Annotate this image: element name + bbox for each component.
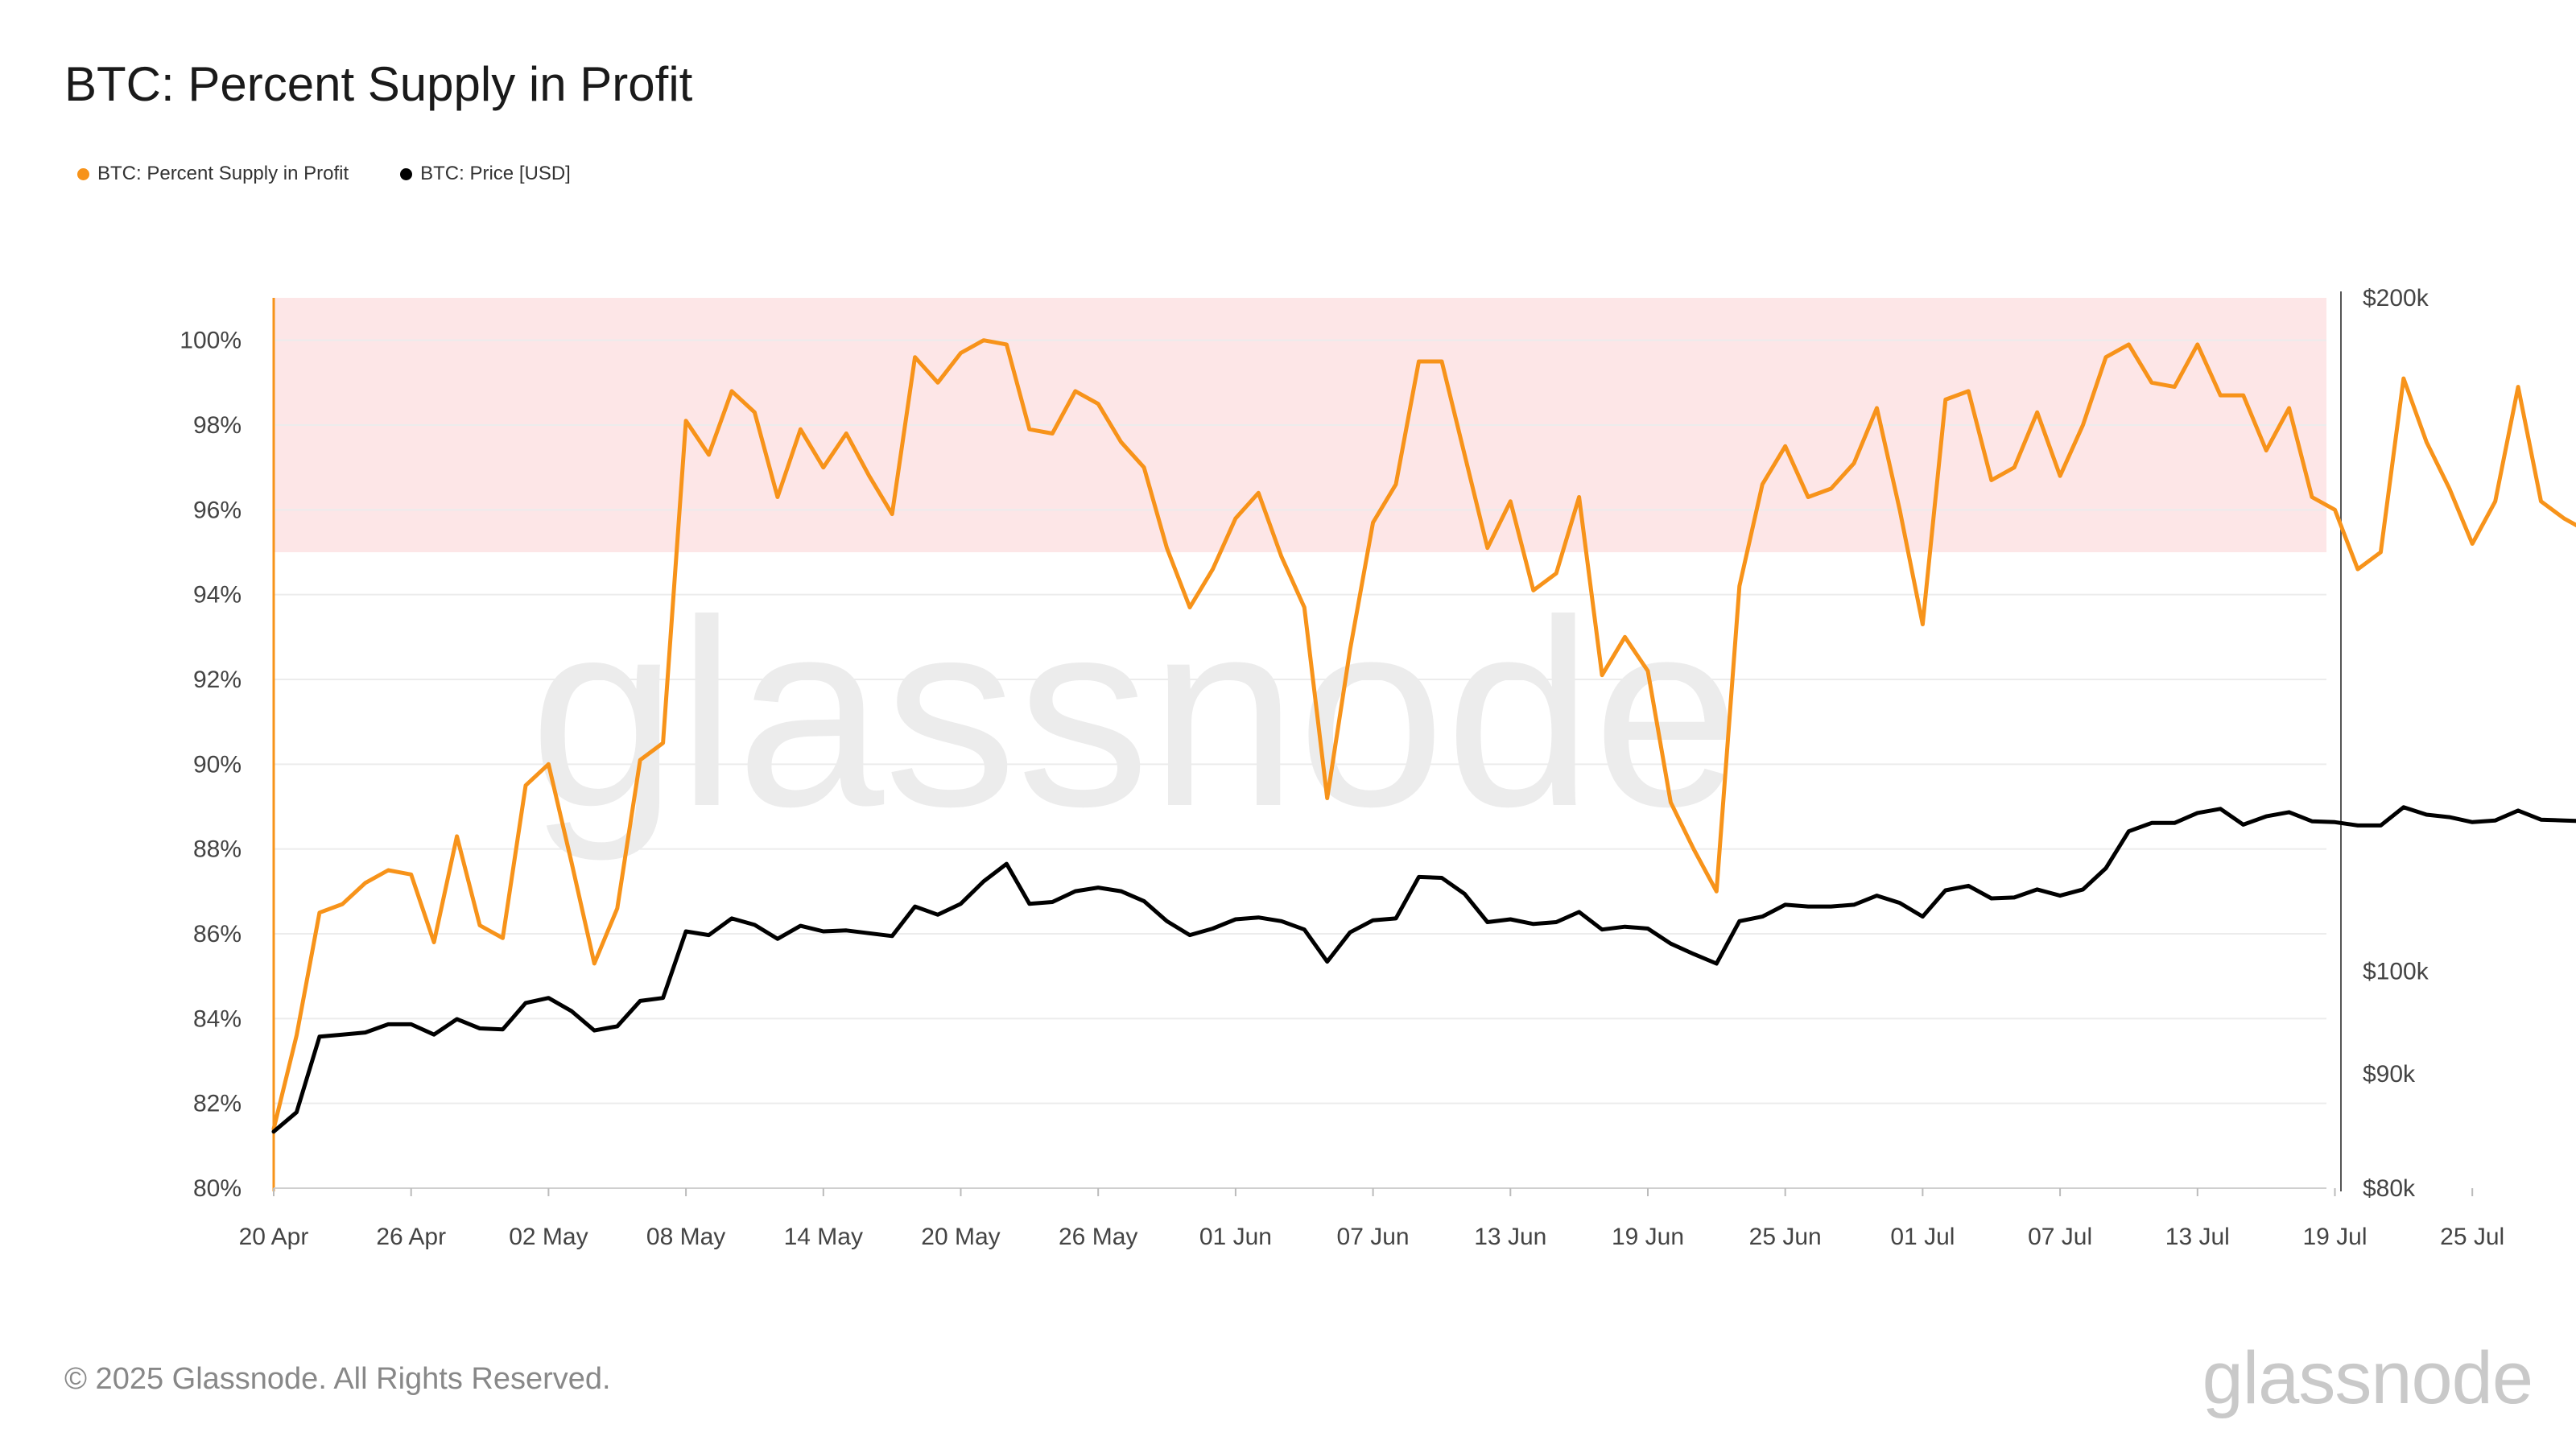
brand-logo-text: glassnode — [2202, 1337, 2533, 1419]
y-left-tick-label: 82% — [193, 1091, 242, 1117]
legend-item-supply-in-profit[interactable]: BTC: Percent Supply in Profit — [77, 163, 349, 185]
x-tick-label: 26 Apr — [376, 1224, 446, 1250]
y-right-tick-label: $100k — [2363, 959, 2429, 985]
copyright-text: © 2025 Glassnode. All Rights Reserved. — [64, 1362, 611, 1396]
y-left-tick-label: 92% — [193, 667, 242, 693]
x-tick-label: 19 Jun — [1612, 1224, 1684, 1250]
x-tick-label: 01 Jun — [1199, 1224, 1272, 1250]
x-tick-label: 07 Jul — [2028, 1224, 2092, 1250]
y-left-tick-label: 94% — [193, 582, 242, 609]
series-line-supply-in-profit — [271, 338, 2576, 1131]
x-tick-label: 20 Apr — [239, 1224, 309, 1250]
y-left-tick-label: 86% — [193, 921, 242, 947]
y-right-tick-label: $90k — [2363, 1061, 2416, 1088]
y-left-tick-label: 88% — [193, 836, 242, 863]
y-left-tick-label: 80% — [193, 1175, 242, 1202]
y-right-tick-label: $80k — [2363, 1175, 2416, 1202]
x-tick-label: 08 May — [646, 1224, 725, 1250]
x-tick-label: 02 May — [509, 1224, 588, 1250]
y-left-tick-label: 98% — [193, 412, 242, 439]
series-line-price — [271, 805, 2576, 1134]
x-tick-label: 26 May — [1059, 1224, 1137, 1250]
y-left-tick-label: 84% — [193, 1005, 242, 1032]
x-tick-label: 07 Jun — [1337, 1224, 1410, 1250]
y-left-tick-label: 96% — [193, 497, 242, 523]
x-tick-label: 13 Jun — [1474, 1224, 1546, 1250]
legend-swatch-supply-in-profit — [77, 167, 89, 180]
x-tick-label: 01 Jul — [1890, 1224, 1955, 1250]
x-tick-label: 19 Jul — [2302, 1224, 2367, 1250]
watermark-text: glassnode — [530, 564, 1741, 863]
x-tick-label: 20 May — [921, 1224, 1000, 1250]
legend-item-price[interactable]: BTC: Price [USD] — [400, 163, 571, 185]
legend-label-price: BTC: Price [USD] — [420, 163, 571, 184]
x-tick-label: 25 Jul — [2440, 1224, 2504, 1250]
x-tick-label: 25 Jun — [1749, 1224, 1822, 1250]
chart-title: BTC: Percent Supply in Profit — [64, 57, 693, 111]
legend-label-supply-in-profit: BTC: Percent Supply in Profit — [97, 163, 349, 184]
x-tick-label: 14 May — [784, 1224, 863, 1250]
y-left-tick-label: 100% — [180, 328, 242, 354]
legend-swatch-price — [400, 167, 413, 180]
y-right-tick-label: $200k — [2363, 285, 2429, 312]
x-tick-label: 13 Jul — [2165, 1224, 2230, 1250]
legend: BTC: Percent Supply in Profit BTC: Price… — [77, 163, 571, 185]
y-left-tick-label: 90% — [193, 751, 242, 778]
